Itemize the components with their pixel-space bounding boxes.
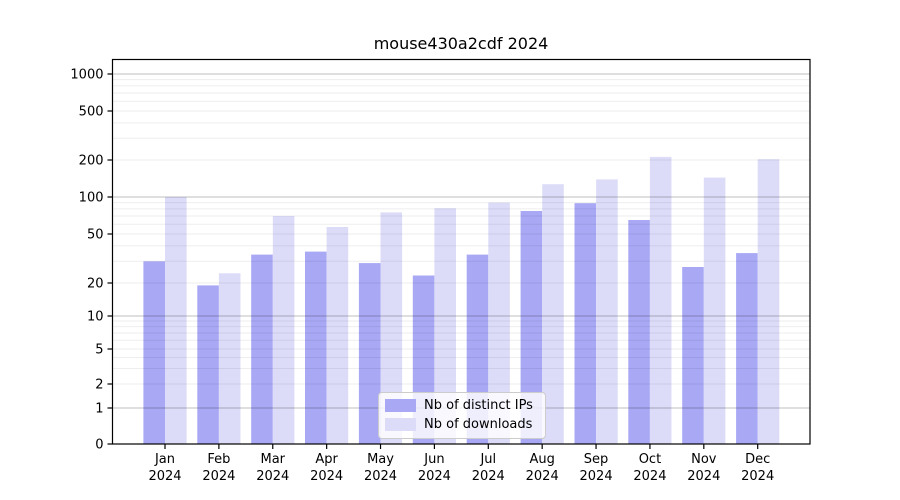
x-tick-label-month: Nov [691, 452, 717, 467]
bar-downloads-jul [488, 202, 510, 444]
bar-distinct-ips-jan [143, 261, 165, 444]
legend-item-downloads: Nb of downloads [385, 417, 537, 432]
bar-downloads-sep [596, 179, 618, 444]
bar-distinct-ips-nov [682, 267, 704, 444]
bar-distinct-ips-sep [574, 203, 597, 444]
bar-downloads-oct [649, 156, 672, 444]
plot-border [111, 58, 811, 445]
bar-distinct-ips-oct [628, 220, 650, 444]
x-tick-label-month: Sep [584, 452, 609, 467]
x-tick-label-year: 2024 [364, 469, 397, 484]
x-tick-label-year: 2024 [687, 469, 720, 484]
y-tick-label: 20 [87, 277, 104, 292]
legend-label-downloads: Nb of downloads [424, 417, 533, 432]
y-tick-label: 50 [87, 228, 104, 243]
y-tick-label: 0 [95, 438, 103, 453]
bar-downloads-aug [542, 184, 564, 444]
y-tick-label: 200 [79, 154, 104, 169]
legend-swatch-distinct-ips [385, 399, 416, 412]
x-tick-label-month: Apr [315, 452, 338, 467]
bar-distinct-ips-aug [520, 211, 543, 444]
x-tick-label-year: 2024 [741, 469, 774, 484]
bar-distinct-ips-dec [736, 253, 758, 444]
bar-downloads-apr [326, 227, 349, 444]
bar-distinct-ips-feb [197, 285, 219, 444]
chart-title: mouse430a2cdf 2024 [373, 34, 549, 53]
legend: Nb of distinct IPs Nb of downloads [378, 392, 546, 439]
x-tick-label-month: May [367, 452, 394, 467]
legend-item-distinct-ips: Nb of distinct IPs [385, 398, 537, 413]
bar-downloads-may [380, 212, 403, 444]
x-tick-label-year: 2024 [310, 469, 343, 484]
x-tick-label-year: 2024 [202, 469, 235, 484]
x-tick-label-month: Jun [423, 452, 444, 467]
bar-distinct-ips-may [358, 263, 381, 444]
bar-downloads-nov [703, 177, 726, 444]
x-tick-label-month: Aug [529, 452, 554, 467]
x-tick-label-year: 2024 [256, 469, 289, 484]
tick-labels-layer: 0 1 2 5 10 20 50 100 200 500 1000 Jan 2024 Feb 2024 Mar… [70, 68, 774, 485]
x-tick-label-month: Oct [639, 452, 661, 467]
x-tick-label-year: 2024 [526, 469, 559, 484]
bar-downloads-jun [434, 208, 456, 444]
y-tick-label: 1 [95, 402, 103, 417]
x-tick-label-year: 2024 [633, 469, 666, 484]
axes-layer [107, 58, 811, 449]
y-tick-label: 5 [95, 343, 103, 358]
x-tick-label-month: Dec [745, 452, 770, 467]
x-tick-label-month: Jan [154, 452, 175, 467]
bar-distinct-ips-apr [305, 251, 327, 444]
x-tick-label-month: Feb [207, 452, 230, 467]
x-tick-label-year: 2024 [418, 469, 451, 484]
bar-downloads-mar [272, 216, 295, 444]
bar-downloads-dec [757, 159, 780, 444]
y-tick-label: 10 [87, 310, 104, 325]
bar-distinct-ips-mar [251, 254, 273, 444]
y-tick-label: 500 [79, 105, 104, 120]
x-tick-label-year: 2024 [580, 469, 613, 484]
grid-layer [112, 73, 810, 409]
legend-swatch-downloads [385, 418, 416, 431]
y-tick-label: 1000 [70, 68, 103, 83]
y-tick-label: 100 [79, 191, 104, 206]
bar-downloads-jan [165, 197, 187, 444]
y-tick-label: 2 [95, 378, 103, 393]
x-tick-label-year: 2024 [148, 469, 181, 484]
legend-label-distinct-ips: Nb of distinct IPs [424, 398, 533, 413]
x-tick-label-month: Jul [479, 452, 496, 467]
bar-downloads-feb [218, 273, 241, 444]
x-tick-label-year: 2024 [472, 469, 505, 484]
x-tick-label-month: Mar [260, 452, 285, 467]
